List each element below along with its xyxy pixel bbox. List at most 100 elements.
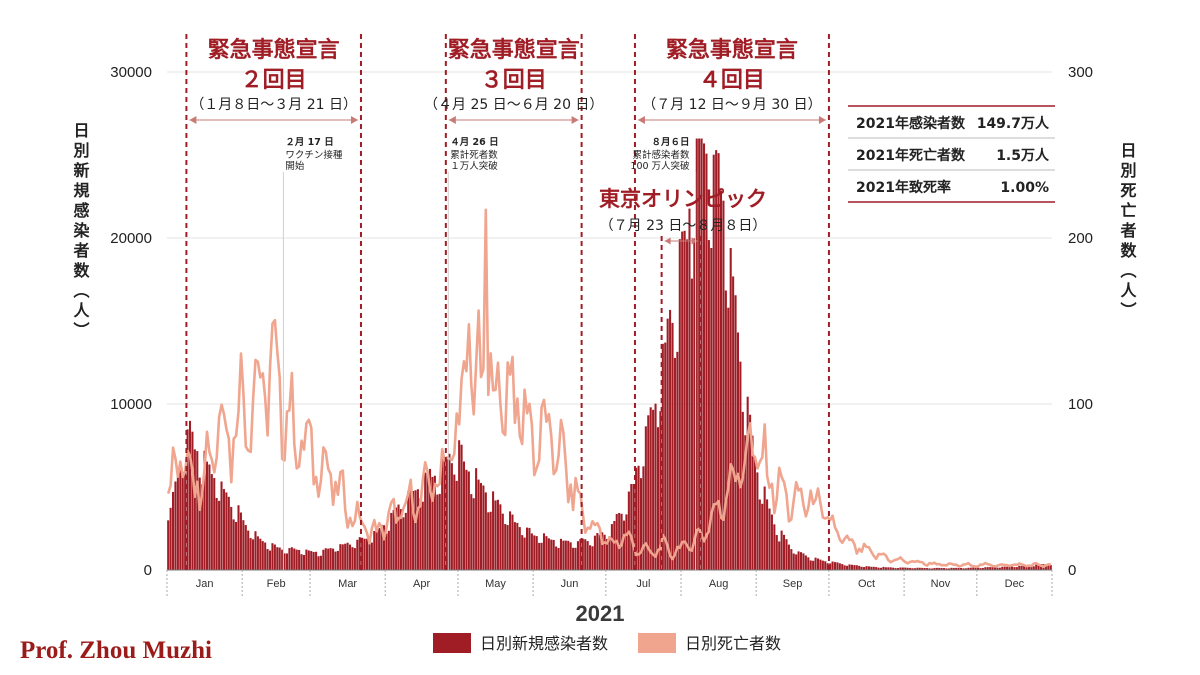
case-bar — [315, 551, 318, 570]
case-bar — [1025, 565, 1028, 570]
case-bar — [719, 190, 723, 570]
case-bar — [380, 524, 383, 570]
case-bar — [361, 537, 364, 570]
case-bar — [472, 498, 475, 570]
case-bar — [734, 295, 737, 570]
case-bar — [855, 565, 858, 570]
case-bar — [1044, 564, 1047, 570]
case-bar — [479, 483, 482, 570]
case-bar — [317, 556, 320, 570]
case-bar — [266, 549, 269, 570]
case-bar — [220, 481, 223, 570]
emergency-round: ４回目 — [699, 68, 765, 93]
case-bar — [218, 500, 221, 570]
case-bar — [986, 567, 989, 570]
case-bar — [724, 290, 727, 570]
case-bar — [819, 559, 822, 570]
case-bar — [307, 550, 310, 570]
case-bar — [327, 548, 330, 570]
x-tick-label: Mar — [338, 578, 357, 590]
emergency-declarations: 緊急事態宣言 ２回目 （１月８日〜３月 21 日） 緊急事態宣言 ３回目 （４月 25 日… — [185, 34, 830, 570]
case-bar — [863, 567, 866, 570]
case-bar — [1006, 566, 1009, 570]
case-bar — [1013, 567, 1016, 570]
case-bar — [778, 541, 781, 570]
case-bar — [271, 543, 274, 570]
case-bar — [191, 431, 194, 570]
case-bar — [193, 449, 196, 570]
case-bar — [387, 530, 390, 570]
case-bar — [853, 565, 856, 570]
case-bar — [695, 138, 698, 570]
case-bar — [618, 512, 621, 570]
case-bar — [492, 491, 495, 570]
case-bar — [237, 505, 240, 570]
case-bar — [858, 565, 861, 570]
note-text: ワクチン接種 — [285, 149, 343, 161]
case-bar — [802, 553, 805, 570]
olympics-arrow-head — [691, 237, 698, 245]
case-bar — [349, 544, 352, 570]
case-bar — [727, 307, 730, 570]
case-bar — [933, 568, 936, 570]
case-bar — [557, 548, 560, 570]
case-bar — [785, 539, 788, 570]
case-bar — [513, 522, 516, 570]
case-bar — [928, 568, 931, 570]
case-bar — [732, 276, 735, 570]
case-bar — [242, 520, 245, 570]
case-bar — [705, 153, 708, 570]
case-bar — [489, 511, 492, 570]
x-tick-label: Oct — [858, 578, 875, 590]
case-bar — [259, 538, 262, 570]
case-bar — [467, 471, 470, 570]
y-axis-left-label: 日別新規感染者数（人） — [71, 122, 91, 342]
case-bar — [392, 509, 395, 570]
case-bar — [603, 534, 606, 570]
case-bar — [635, 467, 638, 570]
case-bar — [339, 544, 342, 570]
case-bar — [477, 479, 480, 570]
case-bar — [496, 499, 499, 570]
case-bar — [901, 567, 904, 570]
table-label: 2021年致死率 — [856, 179, 951, 196]
case-bar — [363, 538, 366, 570]
case-bar — [429, 468, 432, 570]
case-bar — [880, 567, 883, 570]
case-bar — [542, 533, 546, 570]
case-bar — [545, 536, 548, 570]
case-bar — [174, 481, 177, 570]
case-bar — [351, 547, 354, 570]
emergency-arrow-head — [637, 116, 645, 124]
case-bar — [1049, 565, 1052, 570]
case-bar — [799, 552, 803, 570]
case-bar — [455, 480, 458, 570]
case-bar — [540, 542, 543, 570]
case-bar — [1027, 565, 1030, 570]
case-bar — [637, 465, 640, 570]
case-bar — [530, 533, 533, 570]
case-bar — [390, 512, 393, 570]
case-bar — [976, 567, 980, 570]
y-tick-right: 200 — [1068, 230, 1093, 247]
case-bar — [608, 536, 611, 570]
case-bar — [276, 547, 279, 570]
emergency-arrow-head — [818, 116, 826, 124]
emergency-round: ２回目 — [241, 68, 307, 93]
case-bar — [169, 507, 172, 570]
case-bar — [208, 464, 211, 570]
x-tick-label: Jun — [561, 578, 579, 590]
case-bar — [460, 444, 463, 570]
case-bar — [555, 546, 558, 570]
case-bar — [666, 318, 669, 570]
case-bar — [521, 535, 524, 570]
case-bar — [470, 494, 473, 570]
note-text: 開始 — [285, 160, 305, 172]
case-bar — [860, 566, 863, 570]
case-bar — [501, 513, 504, 570]
case-bar — [511, 514, 514, 570]
case-bar — [962, 568, 965, 570]
case-bar — [344, 543, 347, 570]
table-label: 2021年感染者数 — [856, 115, 966, 132]
case-bar — [700, 138, 703, 570]
